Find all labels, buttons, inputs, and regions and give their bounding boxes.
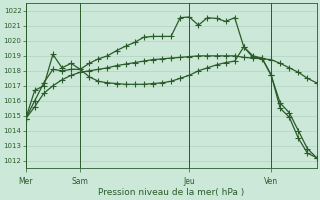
X-axis label: Pression niveau de la mer( hPa ): Pression niveau de la mer( hPa ) (98, 188, 244, 197)
